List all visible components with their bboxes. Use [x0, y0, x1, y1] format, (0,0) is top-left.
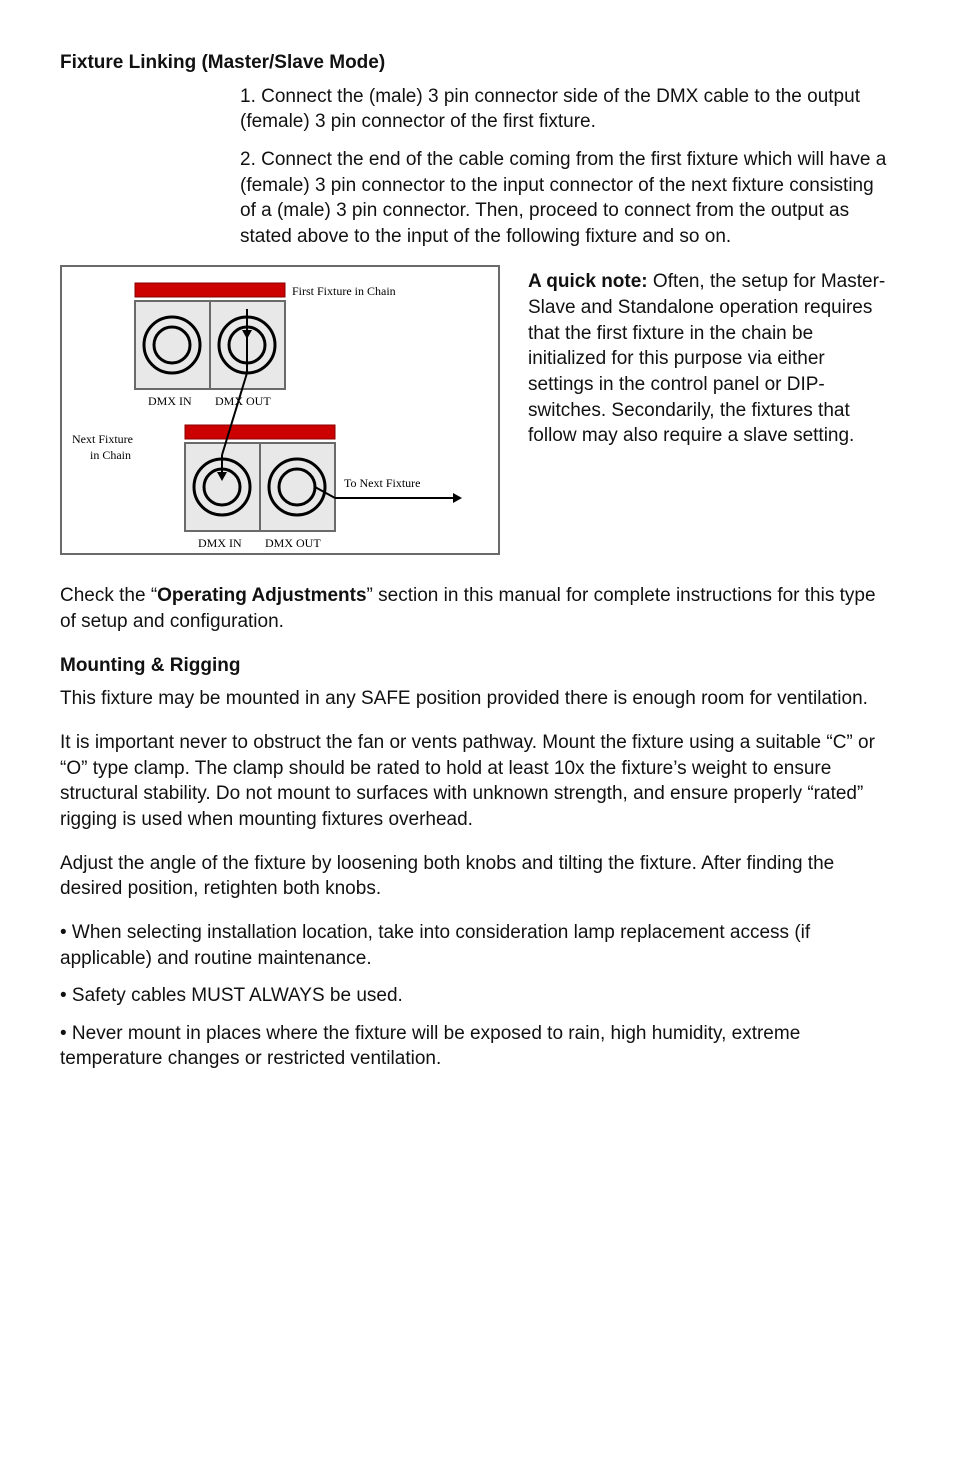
heading-mounting-rigging: Mounting & Rigging	[60, 653, 894, 679]
step-2: 2. Connect the end of the cable coming f…	[240, 147, 894, 250]
bullet-3: • Never mount in places where the fixtur…	[60, 1021, 894, 1072]
bullet-2: • Safety cables MUST ALWAYS be used.	[60, 983, 894, 1009]
quick-note-label: A quick note:	[528, 271, 648, 292]
svg-text:DMX OUT: DMX OUT	[265, 536, 321, 550]
bullet-1: • When selecting installation location, …	[60, 920, 894, 971]
svg-text:To Next Fixture: To Next Fixture	[344, 476, 420, 490]
svg-text:Next Fixture: Next Fixture	[72, 432, 133, 446]
mounting-p2: It is important never to obstruct the fa…	[60, 730, 894, 833]
check-bold: Operating Adjustments	[157, 585, 366, 606]
quick-note: A quick note: Often, the setup for Maste…	[528, 265, 894, 448]
check-operating-adjustments: Check the “Operating Adjustments” sectio…	[60, 583, 894, 634]
svg-text:First Fixture in Chain: First Fixture in Chain	[292, 284, 396, 298]
svg-text:DMX IN: DMX IN	[198, 536, 242, 550]
svg-text:DMX OUT: DMX OUT	[215, 394, 271, 408]
mounting-p3: Adjust the angle of the fixture by loose…	[60, 851, 894, 902]
svg-text:in Chain: in Chain	[90, 448, 131, 462]
step-1: 1. Connect the (male) 3 pin connector si…	[240, 84, 894, 135]
quick-note-text: Often, the setup for Master-Slave and St…	[528, 271, 885, 446]
check-prefix: Check the “	[60, 585, 157, 606]
heading-fixture-linking: Fixture Linking (Master/Slave Mode)	[60, 50, 894, 76]
fixture-chain-diagram: First Fixture in Chain DMX IN DMX OUT Next …	[60, 265, 500, 555]
svg-text:DMX IN: DMX IN	[148, 394, 192, 408]
mounting-p1: This fixture may be mounted in any SAFE …	[60, 686, 894, 712]
